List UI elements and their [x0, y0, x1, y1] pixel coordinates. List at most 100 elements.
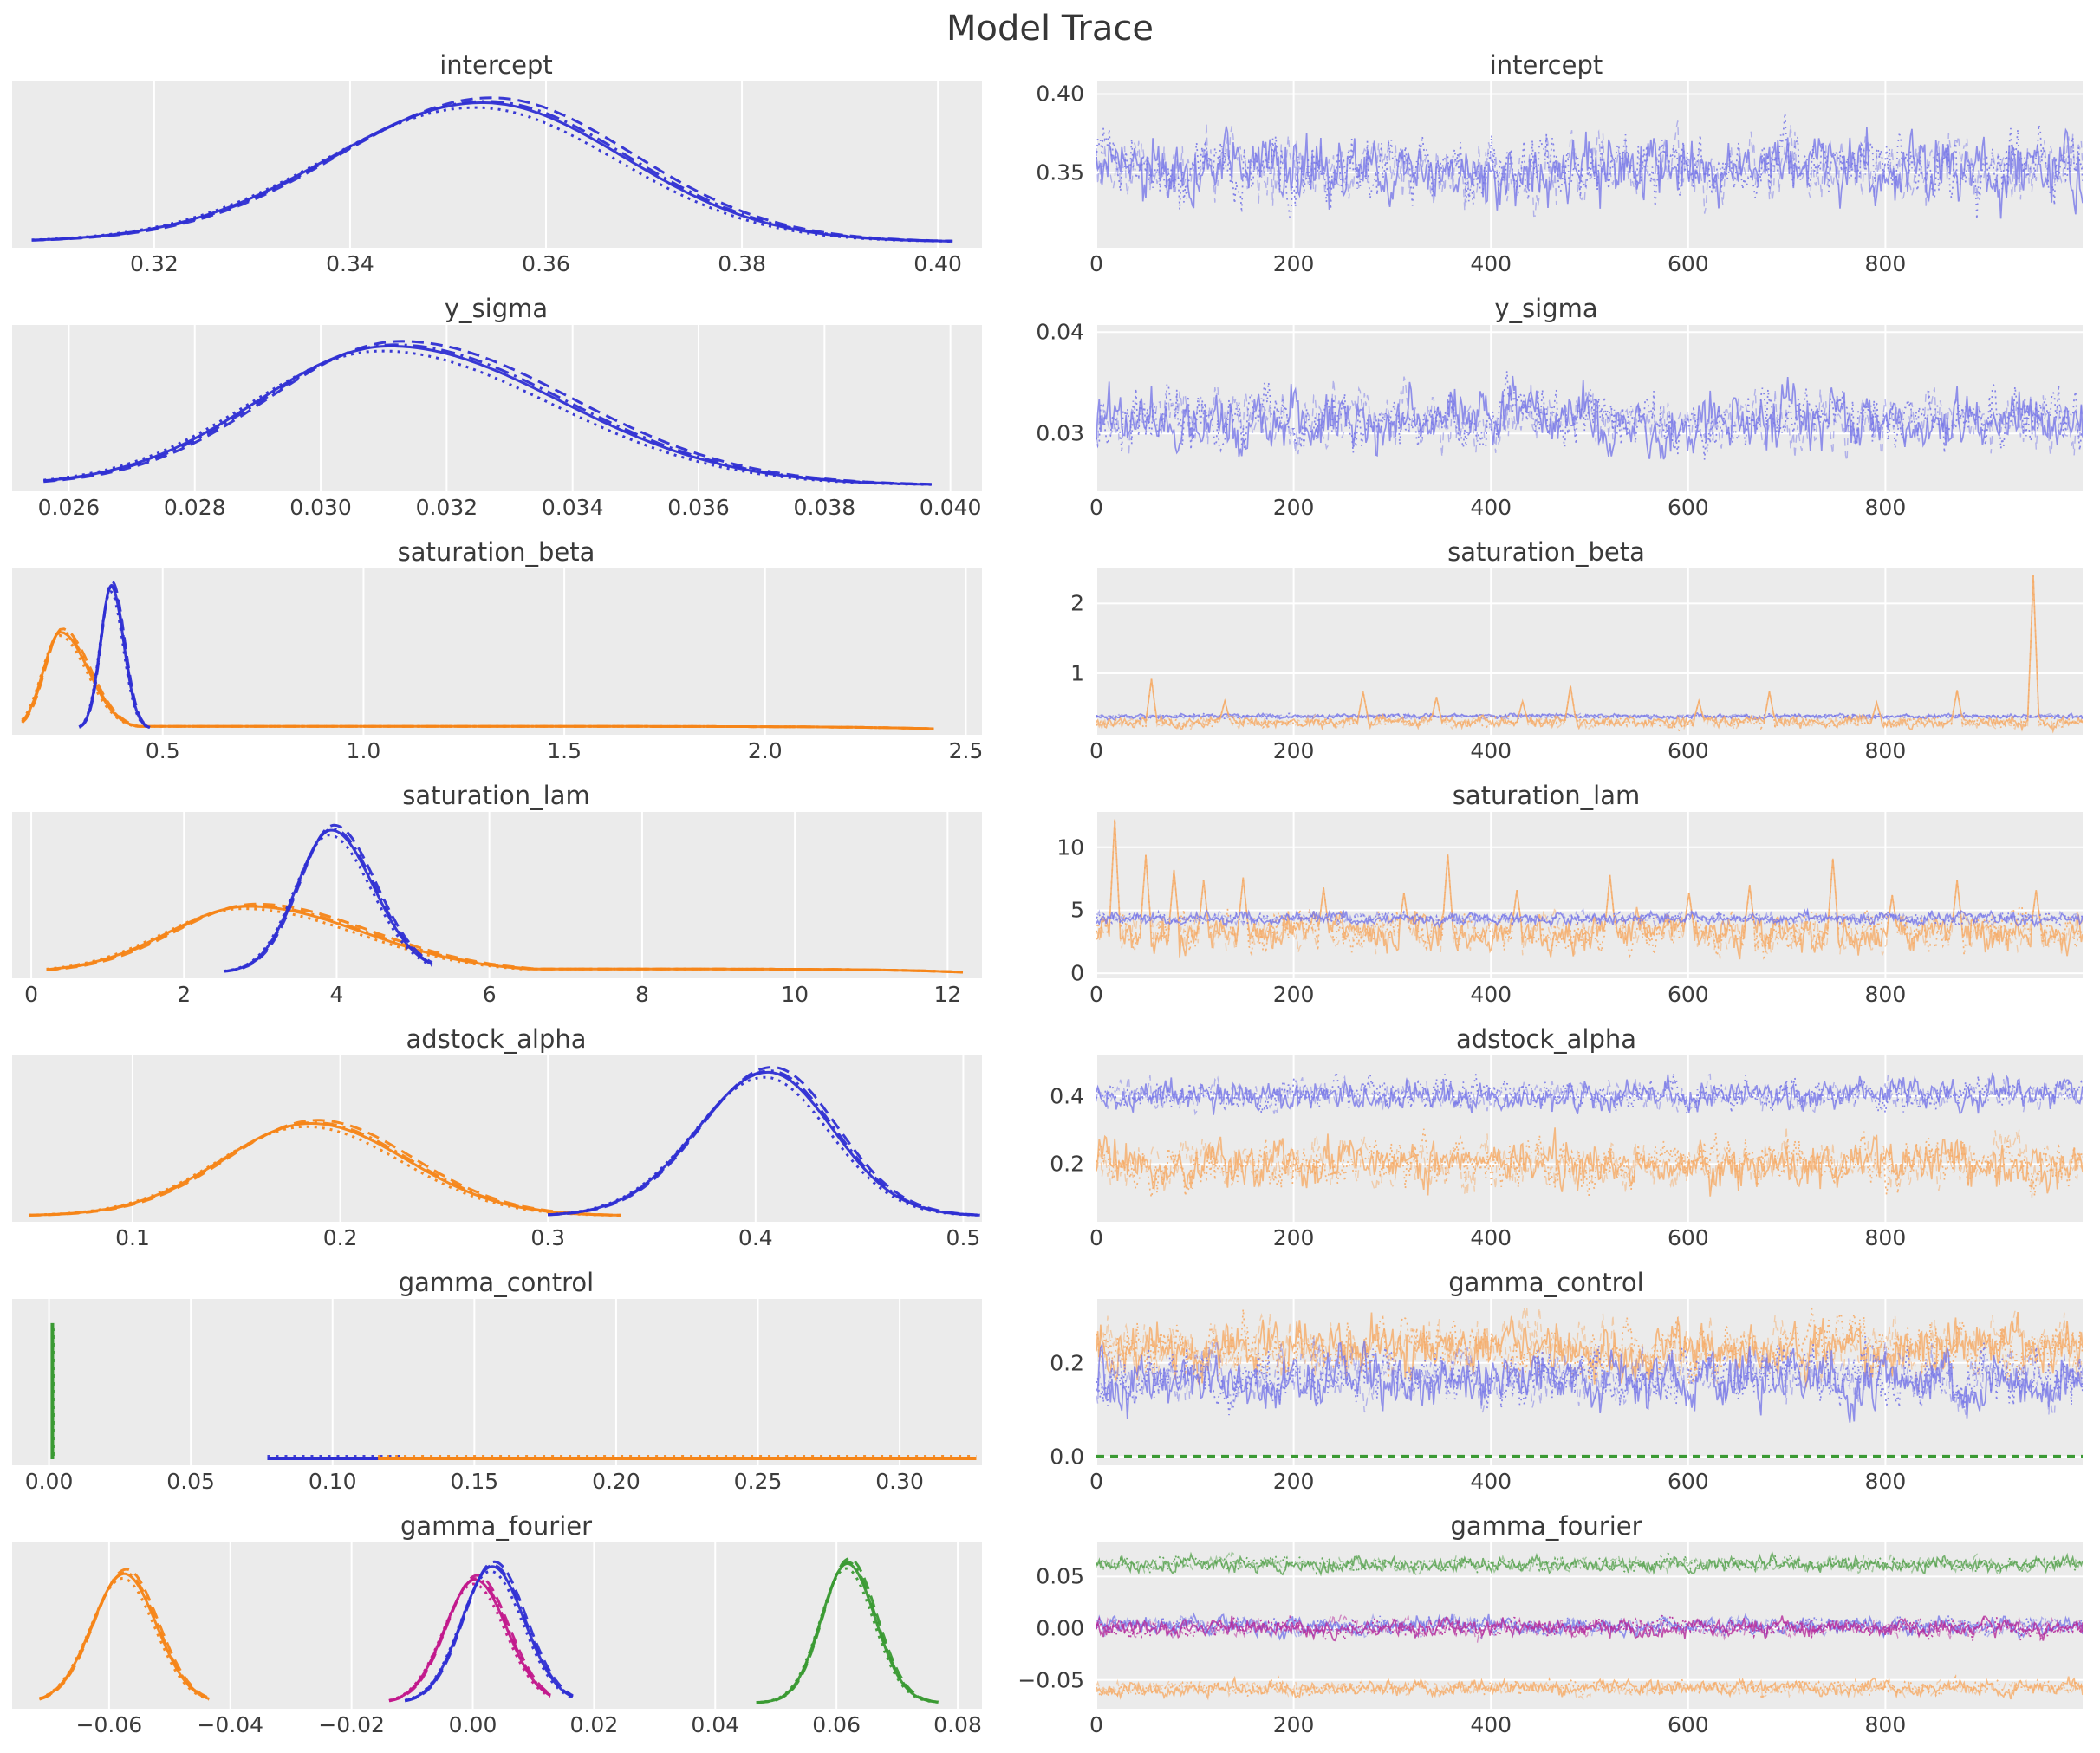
x-tick-label: 0.06 — [812, 1712, 861, 1737]
kde-curve — [31, 96, 953, 243]
x-tick-label: 600 — [1667, 982, 1709, 1007]
density-plot — [48, 1299, 977, 1465]
y-tick-label: 0.40 — [1036, 81, 1084, 107]
x-tick-label: 400 — [1470, 982, 1512, 1007]
y-tick-label: 0 — [1070, 960, 1084, 986]
y-tick-label: 0.0 — [1050, 1444, 1084, 1470]
kde-curve — [39, 1571, 210, 1701]
kde-curve — [43, 349, 932, 486]
kde-curve — [223, 823, 433, 973]
density-xticks: 0 2 4 6 8 10 12 — [12, 978, 982, 1015]
x-tick-label: 0.4 — [738, 1225, 773, 1250]
density-plot-area — [12, 1299, 982, 1465]
density-subplot-title: y_sigma — [444, 294, 549, 323]
trace-subplot-title: saturation_lam — [1452, 781, 1641, 810]
trace-line — [1096, 1073, 2083, 1116]
x-tick-label: 600 — [1667, 1712, 1709, 1737]
x-tick-label: 0.34 — [326, 251, 374, 276]
density-yticks — [0, 325, 12, 491]
trace-plot-area — [1096, 325, 2083, 491]
trace-xticks: 0 200 400 600 800 — [1089, 1709, 2083, 1745]
x-tick-label: 800 — [1864, 1469, 1907, 1494]
density-yticks — [0, 1055, 12, 1222]
x-tick-label: 400 — [1470, 1469, 1512, 1494]
x-tick-label: −0.04 — [197, 1712, 264, 1737]
kde-curve — [29, 1125, 621, 1217]
trace-subplot-title: intercept — [1489, 50, 1603, 80]
trace-line — [1096, 575, 2083, 734]
trace-cell: y_sigma 0.03 0.04 0 200 400 600 800 — [992, 289, 2100, 532]
x-tick-label: 0.08 — [933, 1712, 982, 1737]
x-tick-label: 0.038 — [793, 495, 856, 520]
kde-curve — [31, 101, 953, 243]
kde-curve — [43, 343, 932, 486]
x-tick-label: 2.0 — [747, 738, 783, 763]
kde-curve — [548, 1069, 980, 1217]
kde-curve — [46, 904, 964, 974]
x-tick-label: 1.5 — [547, 738, 582, 763]
trace-plot — [1096, 81, 2083, 248]
x-tick-label: 800 — [1864, 495, 1907, 520]
kde-curve — [756, 1562, 939, 1704]
x-tick-label: 0.040 — [919, 495, 982, 520]
x-tick-label: 0.034 — [541, 495, 604, 520]
density-yticks — [0, 812, 12, 978]
trace-cell: saturation_lam 0 5 10 0 200 400 600 800 — [992, 776, 2100, 1019]
trace-cell: adstock_alpha 0.2 0.4 0 200 400 600 800 — [992, 1019, 2100, 1263]
kde-curve — [29, 1121, 621, 1217]
trace-line — [1096, 1613, 2083, 1644]
kde-curve — [548, 1066, 980, 1217]
density-plot-area — [12, 81, 982, 248]
x-tick-label: 0 — [1089, 1225, 1103, 1250]
x-tick-label: 400 — [1470, 1225, 1512, 1250]
trace-line — [1096, 1551, 2083, 1578]
trace-line — [1096, 1072, 2083, 1115]
kde-curve — [404, 1563, 574, 1703]
kde-curve — [21, 633, 934, 730]
x-tick-label: 10 — [781, 982, 809, 1007]
trace-plot-area — [1096, 1299, 2083, 1465]
trace-subplot-title: adstock_alpha — [1455, 1024, 1637, 1054]
kde-curve — [29, 1122, 621, 1217]
kde-curve — [223, 828, 433, 973]
trace-xticks: 0 200 400 600 800 — [1089, 1222, 2083, 1258]
kde-curve — [21, 627, 934, 730]
x-tick-label: 200 — [1272, 1712, 1315, 1737]
x-tick-label: 800 — [1864, 982, 1907, 1007]
x-tick-label: 600 — [1667, 738, 1709, 763]
parameter-row: gamma_control 0.00 0.05 0.10 0.15 0.20 0.25 0.… — [0, 1263, 2100, 1506]
x-tick-label: 0 — [1089, 1712, 1103, 1737]
x-tick-label: 0.04 — [691, 1712, 740, 1737]
kde-curve — [38, 1568, 210, 1701]
kde-curve — [388, 1582, 551, 1702]
x-tick-label: 6 — [482, 982, 497, 1007]
x-tick-label: 0 — [1089, 495, 1103, 520]
trace-line — [1096, 1615, 2083, 1642]
x-tick-label: 600 — [1667, 251, 1709, 276]
trace-yticks: 0 5 10 — [992, 812, 1096, 985]
subplot-grid: intercept 0.32 0.34 0.36 0.38 0.40 intercept… — [0, 45, 2100, 1750]
x-tick-label: 0.026 — [37, 495, 101, 520]
x-tick-label: 200 — [1272, 1469, 1315, 1494]
trace-cell: intercept 0.35 0.40 0 200 400 600 800 — [992, 45, 2100, 289]
x-tick-label: 4 — [329, 982, 344, 1007]
kde-curve — [31, 100, 953, 243]
x-tick-label: 0.40 — [913, 251, 962, 276]
trace-xticks: 0 200 400 600 800 — [1089, 248, 2083, 284]
x-tick-label: 0 — [24, 982, 38, 1007]
density-subplot-title: saturation_lam — [402, 781, 590, 810]
density-plot — [31, 81, 953, 248]
density-plot — [38, 1542, 959, 1709]
x-tick-label: −0.06 — [75, 1712, 143, 1737]
x-tick-label: 0.20 — [592, 1469, 640, 1494]
density-xticks: −0.06 −0.04 −0.02 0.00 0.02 0.04 0.06 0.08 — [12, 1709, 982, 1745]
trace-line — [1096, 1552, 2083, 1576]
x-tick-label: 0 — [1089, 251, 1103, 276]
density-plot-area — [12, 568, 982, 735]
parameter-row: saturation_lam 0 2 4 6 8 10 12 saturation_lam … — [0, 776, 2100, 1019]
x-tick-label: 0.05 — [166, 1469, 215, 1494]
density-plot — [29, 1055, 980, 1222]
trace-line — [1096, 909, 2083, 928]
x-tick-label: 800 — [1864, 251, 1907, 276]
